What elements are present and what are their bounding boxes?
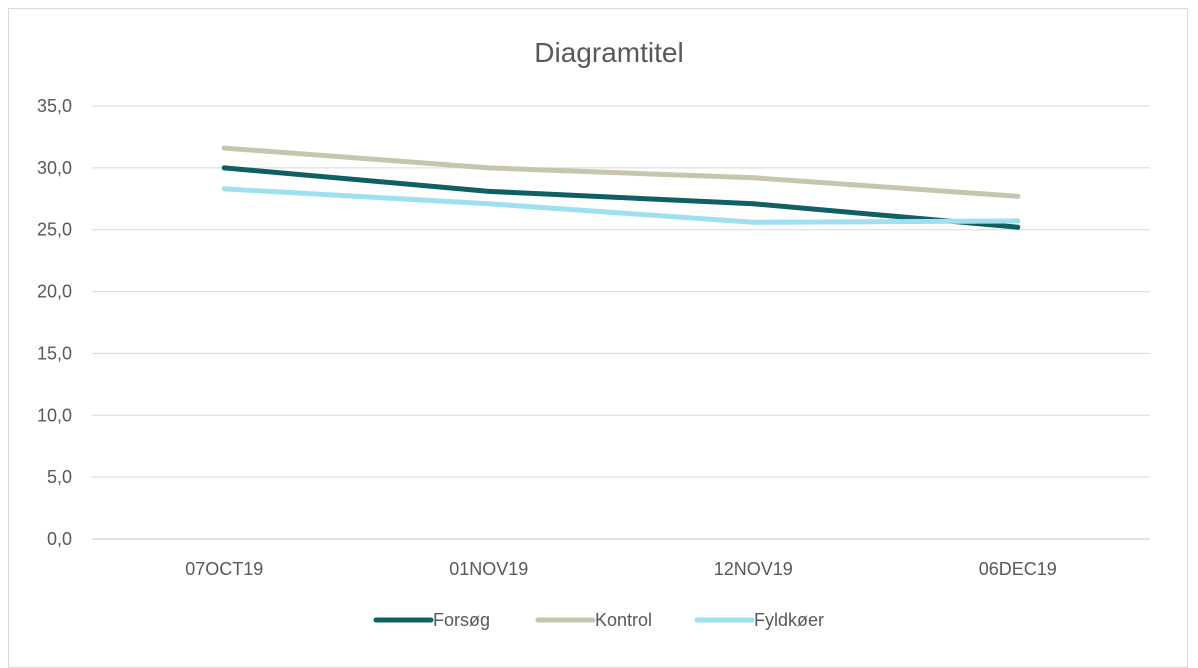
- legend-label: Kontrol: [595, 610, 652, 630]
- line-chart: Diagramtitel 0,0 5,0 10,0 15,0 20,0 25,0 30,0 3…: [37, 37, 1150, 630]
- series-line-fyldkøer: [221, 186, 1021, 225]
- data-point: [486, 201, 492, 207]
- x-axis-tick-labels: 07OCT19 01NOV19 12NOV19 06DEC19: [185, 559, 1057, 579]
- data-point: [750, 175, 756, 181]
- data-point: [750, 201, 756, 207]
- y-tick-label: 5,0: [47, 467, 72, 487]
- y-tick-label: 30,0: [37, 158, 72, 178]
- data-point: [1015, 224, 1021, 230]
- series-line-forsøg: [221, 165, 1021, 230]
- y-tick-label: 35,0: [37, 96, 72, 116]
- data-point: [221, 186, 227, 192]
- y-tick-label: 0,0: [47, 529, 72, 549]
- data-point: [486, 165, 492, 171]
- y-tick-label: 10,0: [37, 405, 72, 425]
- data-point: [1015, 218, 1021, 224]
- x-tick-label: 07OCT19: [185, 559, 263, 579]
- legend-label: Fyldkøer: [754, 610, 824, 630]
- data-point: [750, 219, 756, 225]
- y-tick-label: 20,0: [37, 282, 72, 302]
- series-lines: [221, 145, 1021, 230]
- series-line-kontrol: [221, 145, 1021, 199]
- chart-area: [8, 8, 1188, 668]
- x-tick-label: 06DEC19: [979, 559, 1057, 579]
- legend: Forsøg Kontrol Fyldkøer: [373, 610, 824, 630]
- chart-title: Diagramtitel: [534, 37, 683, 68]
- legend-label: Forsøg: [433, 610, 490, 630]
- data-point: [221, 165, 227, 171]
- data-point: [1015, 193, 1021, 199]
- data-point: [486, 188, 492, 194]
- x-tick-label: 01NOV19: [449, 559, 528, 579]
- y-axis-tick-labels: 0,0 5,0 10,0 15,0 20,0 25,0 30,0 35,0: [37, 96, 72, 549]
- x-tick-label: 12NOV19: [714, 559, 793, 579]
- data-point: [221, 145, 227, 151]
- y-tick-label: 15,0: [37, 343, 72, 363]
- gridlines: [92, 105, 1150, 540]
- y-tick-label: 25,0: [37, 220, 72, 240]
